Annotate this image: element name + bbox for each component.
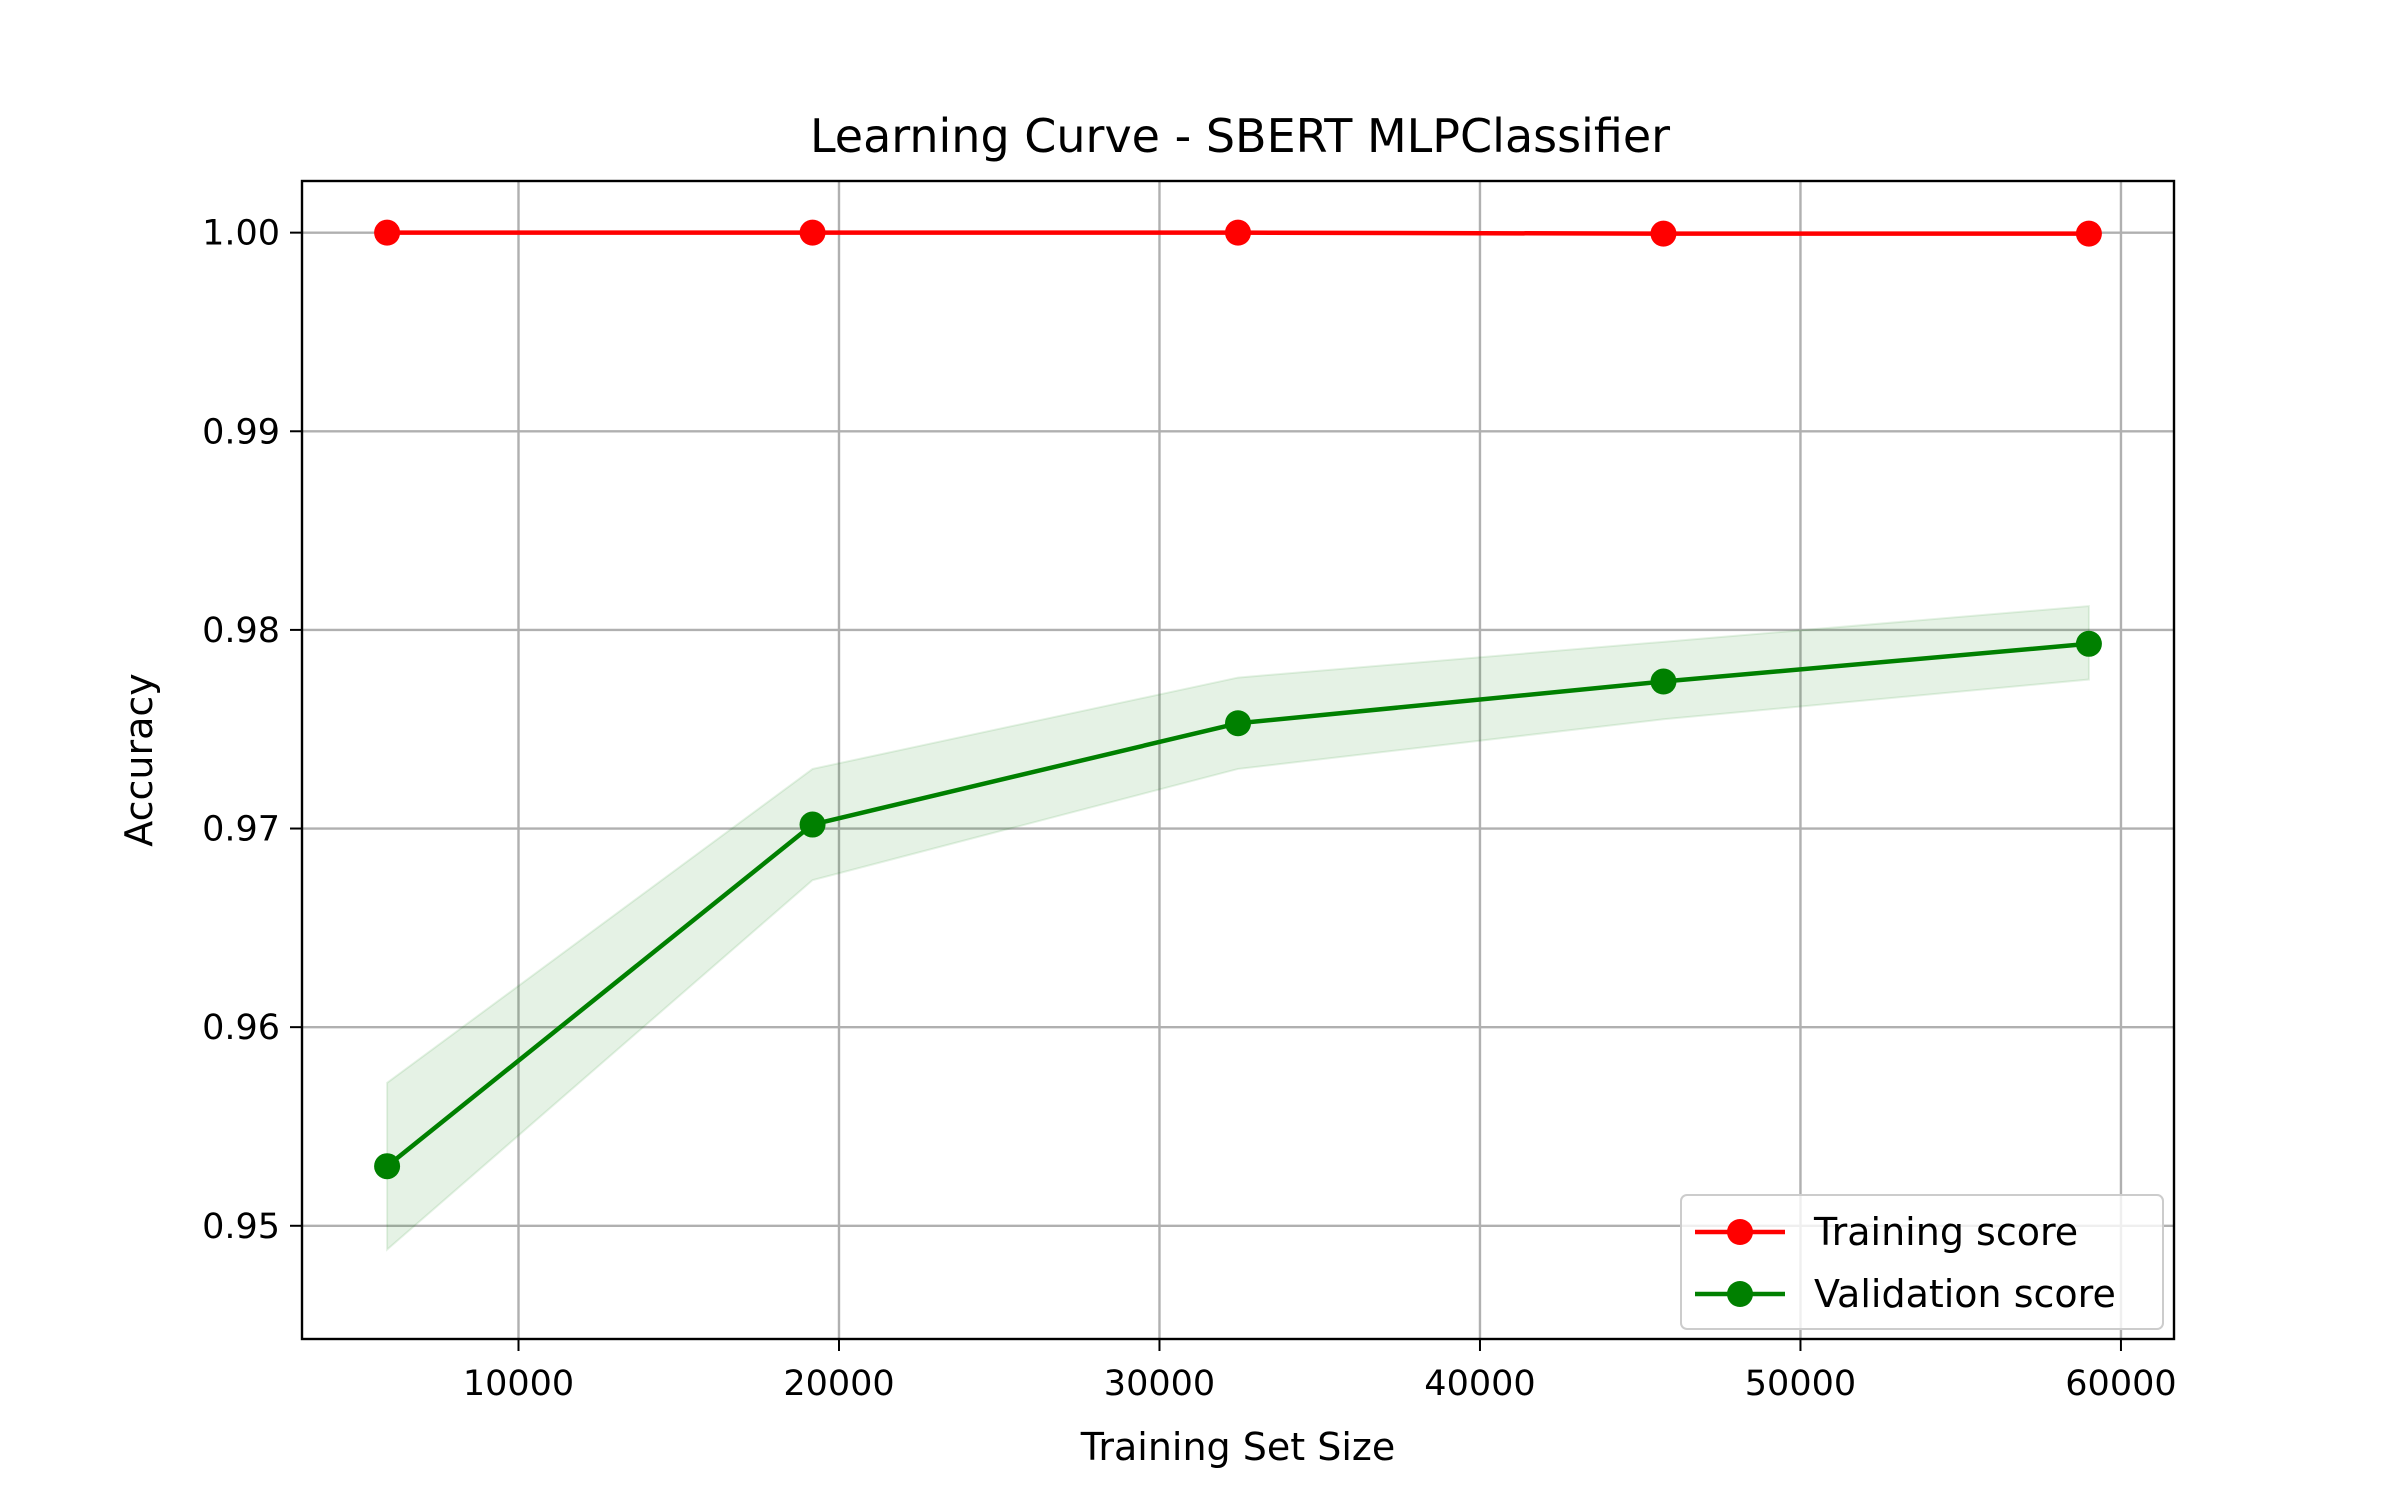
x-axis-label: Training Set Size: [1080, 1425, 1396, 1469]
legend-box: [1680, 1194, 2164, 1330]
data-point: [1225, 710, 1251, 737]
legend-swatch-marker: [1727, 1281, 1753, 1307]
data-point: [1650, 668, 1677, 695]
chart-title: Learning Curve - SBERT MLPClassifier: [810, 109, 1670, 163]
y-tick-label: 0.98: [202, 611, 280, 651]
legend-label: Training score: [1813, 1210, 2078, 1254]
y-axis-label: Accuracy: [117, 673, 161, 847]
data-point: [374, 1153, 401, 1180]
legend: Training score Validation score: [1680, 1194, 2164, 1330]
x-tick-label: 40000: [1424, 1364, 1535, 1404]
data-point: [799, 811, 826, 838]
y-tick-label: 0.96: [202, 1008, 280, 1048]
data-point: [2075, 630, 2102, 657]
x-tick-label: 20000: [783, 1364, 894, 1404]
legend-label: Validation score: [1814, 1272, 2116, 1316]
plot-frame: [300, 179, 2176, 1341]
series-markers: [374, 219, 2102, 1180]
y-tick-label: 1.00: [202, 214, 280, 254]
x-axis-ticks: 10000 20000 30000 40000 50000 60000: [463, 1339, 2177, 1404]
x-tick-label: 30000: [1104, 1364, 1215, 1404]
data-point: [374, 219, 401, 246]
x-tick-label: 10000: [463, 1364, 574, 1404]
data-point: [799, 219, 826, 246]
x-tick-label: 50000: [1745, 1364, 1856, 1404]
legend-swatch-marker: [1727, 1219, 1753, 1245]
y-tick-label: 0.99: [202, 412, 280, 452]
y-tick-label: 0.95: [202, 1207, 280, 1247]
data-point: [1650, 220, 1677, 247]
data-point: [1225, 219, 1251, 246]
data-point: [2075, 220, 2102, 247]
y-axis-ticks: 0.95 0.96 0.97 0.98 0.99 1.00: [202, 214, 302, 1247]
y-tick-label: 0.97: [202, 810, 280, 850]
x-tick-label: 60000: [2065, 1364, 2176, 1404]
